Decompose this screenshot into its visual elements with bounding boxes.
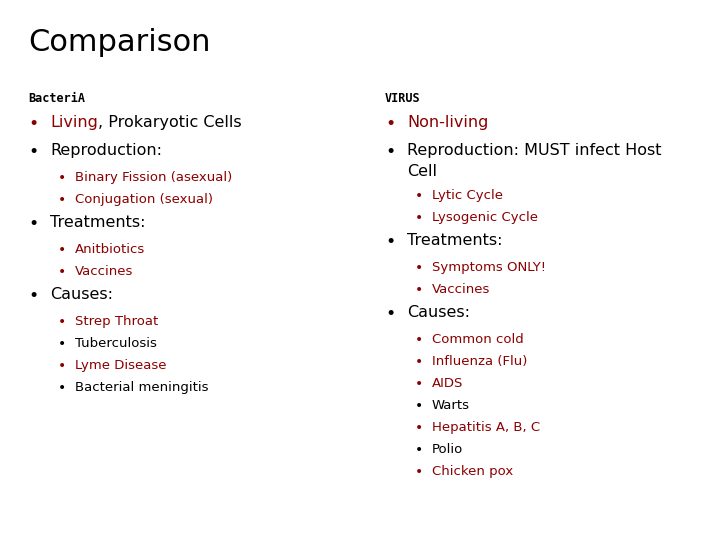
Text: •: • [58,315,66,329]
Text: •: • [58,359,66,373]
Text: •: • [415,465,423,479]
Text: •: • [28,115,38,133]
Text: •: • [58,171,66,185]
Text: Influenza (Flu): Influenza (Flu) [432,355,527,368]
Text: Vaccines: Vaccines [432,283,490,296]
Text: Causes:: Causes: [50,287,113,302]
Text: Treatments:: Treatments: [407,233,503,248]
Text: Reproduction:: Reproduction: [50,143,162,158]
Text: •: • [385,143,395,161]
Text: Hepatitis A, B, C: Hepatitis A, B, C [432,421,540,434]
Text: •: • [58,337,66,351]
Text: •: • [58,193,66,207]
Text: Anitbiotics: Anitbiotics [75,243,145,256]
Text: •: • [28,143,38,161]
Text: Common cold: Common cold [432,333,523,346]
Text: Cell: Cell [407,164,437,179]
Text: •: • [58,265,66,279]
Text: Lysogenic Cycle: Lysogenic Cycle [432,211,538,224]
Text: •: • [385,233,395,251]
Text: Chicken pox: Chicken pox [432,465,513,478]
Text: Causes:: Causes: [407,305,470,320]
Text: Conjugation (sexual): Conjugation (sexual) [75,193,213,206]
Text: Comparison: Comparison [28,28,210,57]
Text: •: • [58,381,66,395]
Text: AIDS: AIDS [432,377,464,390]
Text: , Prokaryotic Cells: , Prokaryotic Cells [98,115,241,130]
Text: Binary Fission (asexual): Binary Fission (asexual) [75,171,233,184]
Text: BacteriA: BacteriA [28,92,85,105]
Text: Strep Throat: Strep Throat [75,315,158,328]
Text: •: • [58,243,66,257]
Text: •: • [415,211,423,225]
Text: Lytic Cycle: Lytic Cycle [432,189,503,202]
Text: Treatments:: Treatments: [50,215,145,230]
Text: •: • [415,261,423,275]
Text: •: • [415,355,423,369]
Text: •: • [385,115,395,133]
Text: •: • [28,215,38,233]
Text: Tuberculosis: Tuberculosis [75,337,157,350]
Text: •: • [415,421,423,435]
Text: •: • [415,377,423,391]
Text: Bacterial meningitis: Bacterial meningitis [75,381,209,394]
Text: •: • [415,399,423,413]
Text: Lyme Disease: Lyme Disease [75,359,166,372]
Text: VIRUS: VIRUS [385,92,420,105]
Text: Reproduction: MUST infect Host: Reproduction: MUST infect Host [407,143,662,158]
Text: •: • [385,305,395,323]
Text: •: • [415,189,423,203]
Text: •: • [415,333,423,347]
Text: Vaccines: Vaccines [75,265,133,278]
Text: Warts: Warts [432,399,470,412]
Text: Living: Living [50,115,98,130]
Text: •: • [415,443,423,457]
Text: Polio: Polio [432,443,463,456]
Text: •: • [28,287,38,305]
Text: Symptoms ONLY!: Symptoms ONLY! [432,261,546,274]
Text: •: • [415,283,423,297]
Text: Non-living: Non-living [407,115,488,130]
